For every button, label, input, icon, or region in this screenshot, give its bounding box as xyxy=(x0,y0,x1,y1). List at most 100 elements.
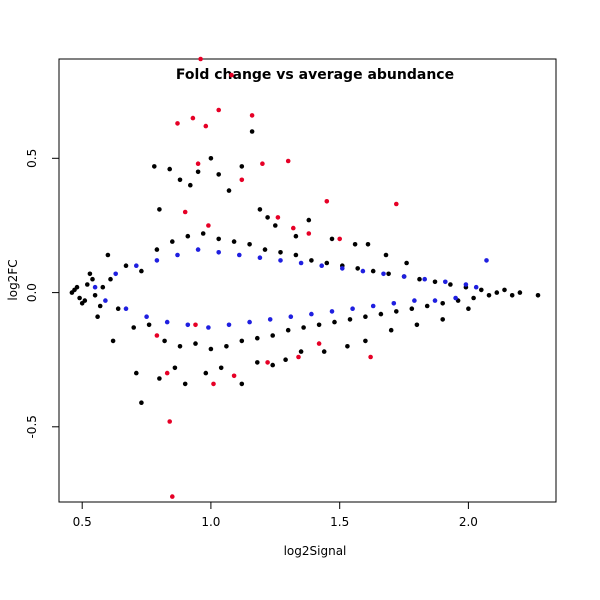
data-point xyxy=(267,317,273,322)
data-point xyxy=(262,247,268,252)
data-point xyxy=(190,115,196,121)
data-point xyxy=(182,381,188,387)
series-group-2 xyxy=(154,56,399,499)
data-point xyxy=(368,354,373,360)
data-point xyxy=(74,284,80,290)
data-point xyxy=(113,271,118,277)
data-point xyxy=(298,349,304,354)
data-point xyxy=(254,335,260,341)
data-point xyxy=(473,284,479,290)
data-point xyxy=(378,311,384,317)
data-point xyxy=(443,279,448,285)
data-point xyxy=(177,344,183,349)
data-point xyxy=(517,290,523,295)
data-point xyxy=(453,295,458,301)
data-point xyxy=(355,266,361,271)
data-point xyxy=(211,381,216,387)
y-axis: -0.5 0.0 0.5 xyxy=(25,149,60,439)
data-point xyxy=(260,161,265,166)
data-point xyxy=(167,419,172,424)
data-point xyxy=(105,252,111,258)
data-point xyxy=(108,276,113,282)
data-point xyxy=(350,306,355,312)
data-point xyxy=(285,158,291,164)
data-point xyxy=(123,263,129,269)
y-axis-tick-label: -0.5 xyxy=(25,415,39,438)
data-point xyxy=(257,207,263,212)
data-point xyxy=(193,322,198,328)
data-point xyxy=(265,360,270,365)
data-point xyxy=(152,164,157,169)
data-point xyxy=(275,215,281,220)
data-point xyxy=(92,284,98,290)
data-point xyxy=(337,236,343,242)
data-point xyxy=(296,354,301,360)
data-point xyxy=(172,365,178,371)
data-point xyxy=(321,349,327,354)
data-point xyxy=(394,201,399,207)
data-point xyxy=(198,56,203,62)
data-point xyxy=(352,242,358,247)
data-point xyxy=(409,306,415,312)
data-point xyxy=(412,298,417,303)
data-point xyxy=(175,252,180,258)
data-point xyxy=(134,370,139,376)
data-point xyxy=(239,164,245,169)
data-point xyxy=(404,260,409,266)
data-point xyxy=(471,295,476,301)
data-point xyxy=(417,276,422,282)
data-point xyxy=(306,231,312,236)
data-point xyxy=(414,322,420,328)
data-point xyxy=(185,322,191,328)
chart-title: Fold change vs average abundance xyxy=(176,67,454,83)
data-point xyxy=(195,169,201,175)
data-point xyxy=(365,242,371,247)
data-point xyxy=(309,258,314,263)
data-point xyxy=(92,293,98,298)
data-point xyxy=(432,298,438,303)
data-point xyxy=(208,156,214,161)
data-point xyxy=(134,263,139,269)
data-point xyxy=(167,166,172,172)
data-point xyxy=(206,223,211,228)
data-point xyxy=(293,252,299,258)
data-point xyxy=(270,333,276,338)
data-point xyxy=(154,258,160,263)
data-point xyxy=(291,225,296,231)
data-point xyxy=(257,255,263,260)
data-point xyxy=(463,282,469,287)
data-point xyxy=(216,236,221,242)
x-axis: 0.5 1.0 1.5 2.0 xyxy=(73,501,478,529)
data-point xyxy=(170,494,175,499)
data-point xyxy=(249,129,255,134)
data-point xyxy=(82,298,88,303)
data-point xyxy=(239,338,245,344)
data-point xyxy=(97,303,103,309)
data-point xyxy=(370,303,376,309)
data-point xyxy=(347,317,353,322)
data-point xyxy=(188,182,193,188)
data-point xyxy=(231,239,237,244)
data-point xyxy=(288,314,294,320)
data-point xyxy=(115,306,121,312)
data-point xyxy=(139,268,144,274)
data-point xyxy=(110,338,116,344)
data-point xyxy=(345,344,350,349)
x-axis-tick-label: 0.5 xyxy=(73,515,92,529)
data-point xyxy=(195,247,201,252)
data-point xyxy=(298,260,304,266)
data-point xyxy=(175,121,180,126)
data-point xyxy=(216,107,221,113)
data-point xyxy=(229,72,234,78)
data-point xyxy=(239,177,245,183)
data-point xyxy=(486,293,492,298)
data-point xyxy=(440,301,446,306)
data-point xyxy=(502,287,507,293)
data-point xyxy=(273,223,278,228)
data-point xyxy=(139,400,144,406)
data-point xyxy=(69,290,75,295)
data-point xyxy=(85,282,90,287)
y-axis-tick-label: 0.0 xyxy=(25,283,39,302)
data-point xyxy=(324,260,330,266)
